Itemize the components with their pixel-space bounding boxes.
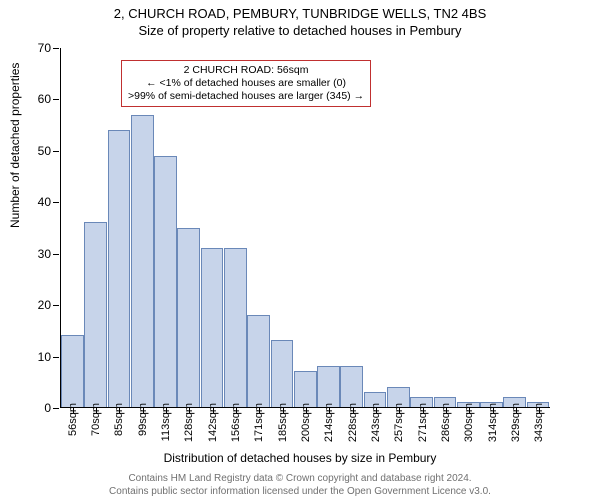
bar [61, 335, 84, 407]
y-tick [53, 357, 59, 358]
footer: Contains HM Land Registry data © Crown c… [0, 472, 600, 498]
y-tick-label: 70 [25, 41, 51, 55]
x-tick-label: 128sqm [183, 403, 195, 442]
bar [201, 248, 224, 407]
bar [340, 366, 363, 407]
x-tick-label: 228sqm [347, 403, 359, 442]
y-tick-label: 50 [25, 144, 51, 158]
x-tick-label: 99sqm [137, 403, 149, 436]
x-tick-label: 70sqm [90, 403, 102, 436]
x-tick-label: 271sqm [417, 403, 429, 442]
y-tick [53, 305, 59, 306]
x-tick-label: 85sqm [113, 403, 125, 436]
bar [84, 222, 107, 407]
y-tick-label: 20 [25, 298, 51, 312]
y-tick-label: 30 [25, 247, 51, 261]
y-tick-label: 60 [25, 92, 51, 106]
x-tick-label: 214sqm [323, 403, 335, 442]
y-tick [53, 254, 59, 255]
y-tick [53, 48, 59, 49]
x-tick-label: 171sqm [253, 403, 265, 442]
y-tick [53, 151, 59, 152]
x-tick-label: 185sqm [277, 403, 289, 442]
y-tick [53, 408, 59, 409]
bar [177, 228, 200, 408]
x-tick-label: 343sqm [533, 403, 545, 442]
bar [224, 248, 247, 407]
x-tick-label: 257sqm [393, 403, 405, 442]
title-line-2: Size of property relative to detached ho… [0, 23, 600, 38]
x-tick-label: 286sqm [440, 403, 452, 442]
bar [271, 340, 294, 407]
x-tick-label: 243sqm [370, 403, 382, 442]
y-tick-label: 10 [25, 350, 51, 364]
bar [131, 115, 154, 407]
bar [108, 130, 131, 407]
chart-area: 010203040506070 56sqm70sqm85sqm99sqm113s… [60, 48, 550, 408]
x-tick-label: 300sqm [463, 403, 475, 442]
x-tick-label: 200sqm [300, 403, 312, 442]
annotation-line: >99% of semi-detached houses are larger … [128, 90, 364, 103]
footer-line-1: Contains HM Land Registry data © Crown c… [0, 472, 600, 485]
y-tick-label: 0 [25, 401, 51, 415]
y-axis-label: Number of detached properties [8, 63, 22, 228]
annotation-line: ← <1% of detached houses are smaller (0) [128, 77, 364, 90]
x-axis-label: Distribution of detached houses by size … [0, 451, 600, 465]
x-tick-label: 113sqm [160, 403, 172, 441]
bar [294, 371, 317, 407]
x-tick-label: 142sqm [207, 403, 219, 442]
annotation-box: 2 CHURCH ROAD: 56sqm ← <1% of detached h… [121, 60, 371, 107]
x-tick-label: 314sqm [487, 403, 499, 442]
bar [247, 315, 270, 407]
y-tick-label: 40 [25, 195, 51, 209]
title-line-1: 2, CHURCH ROAD, PEMBURY, TUNBRIDGE WELLS… [0, 6, 600, 21]
bar [317, 366, 340, 407]
footer-line-2: Contains public sector information licen… [0, 485, 600, 498]
x-tick-label: 56sqm [67, 403, 79, 436]
y-tick [53, 99, 59, 100]
title-block: 2, CHURCH ROAD, PEMBURY, TUNBRIDGE WELLS… [0, 0, 600, 38]
bar [154, 156, 177, 407]
annotation-line: 2 CHURCH ROAD: 56sqm [128, 64, 364, 77]
x-tick-label: 329sqm [510, 403, 522, 442]
x-tick-label: 156sqm [230, 403, 242, 442]
y-tick [53, 202, 59, 203]
